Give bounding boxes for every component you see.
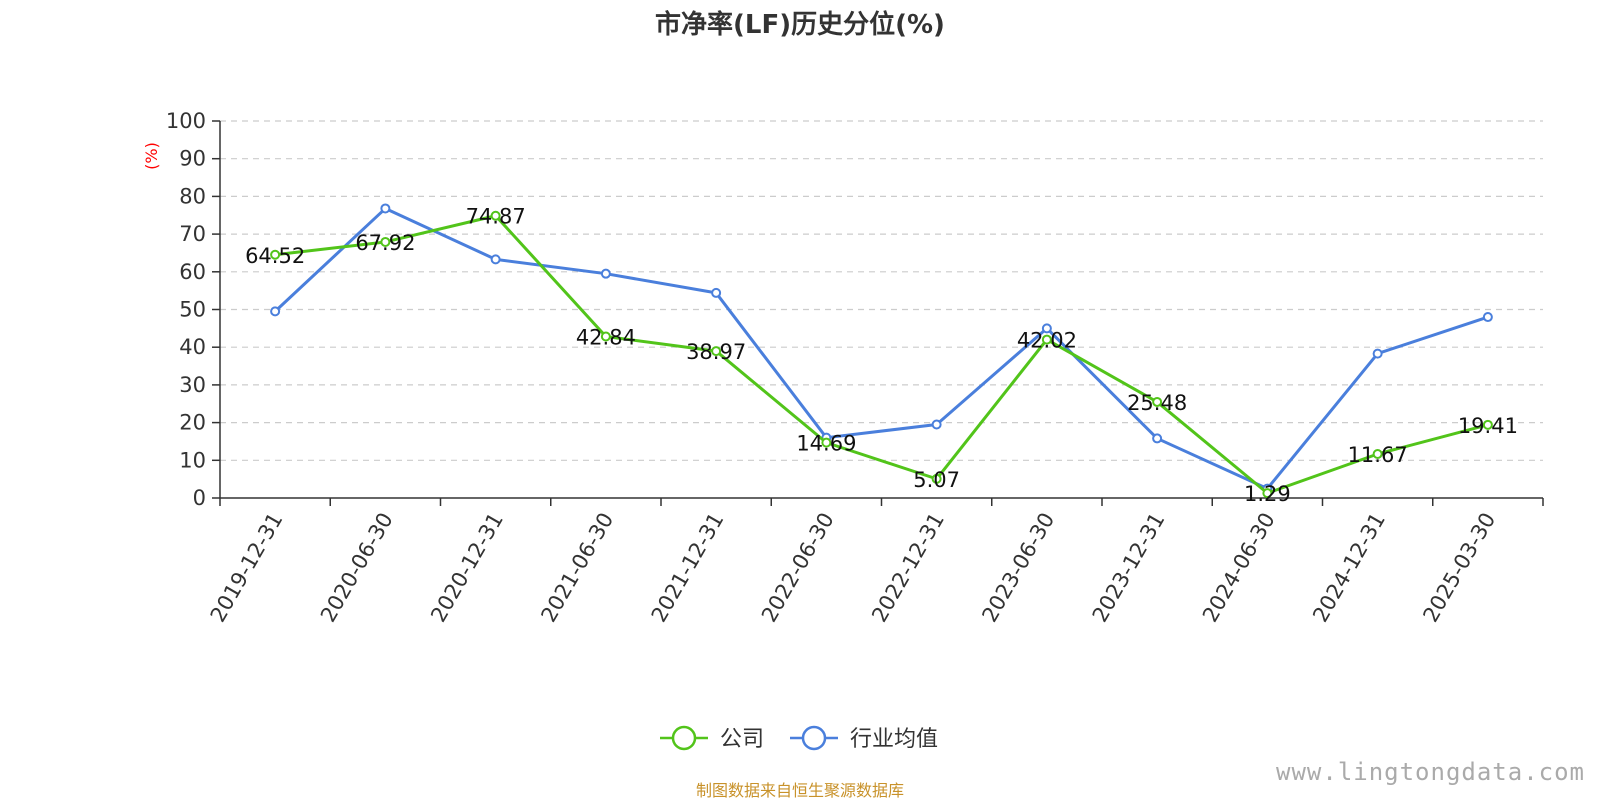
legend-industry-label: 行业均值 — [850, 727, 938, 752]
data-label: 42.02 — [1017, 329, 1077, 353]
y-tick-label: 20 — [179, 411, 206, 435]
company-point[interactable] — [711, 346, 722, 357]
industry-average-point[interactable] — [931, 419, 942, 430]
company-point[interactable] — [490, 210, 501, 221]
x-tick-label: 2019-12-31 — [206, 509, 288, 627]
company-point[interactable] — [1482, 419, 1493, 430]
data-label: 42.84 — [576, 325, 636, 349]
data-labels: 64.52 67.92 74.87 42.84 38.97 14.69 5.07 42.02 2… — [245, 205, 1518, 506]
x-tick-label: 2024-12-31 — [1308, 509, 1390, 627]
company-point[interactable] — [1262, 488, 1273, 499]
data-label: 14.69 — [796, 432, 856, 456]
y-tick-label: 80 — [179, 184, 206, 208]
legend-item-company[interactable]: 公司 — [660, 725, 764, 752]
data-label: 25.48 — [1127, 391, 1187, 415]
y-tick-label: 70 — [179, 222, 206, 246]
data-label: 74.87 — [466, 205, 526, 229]
data-label: 1.29 — [1244, 482, 1291, 506]
x-tick-label: 2021-06-30 — [536, 509, 618, 627]
industry-average-point[interactable] — [270, 306, 281, 317]
data-label: 19.41 — [1458, 414, 1518, 438]
y-tick-label: 30 — [179, 373, 206, 397]
y-axis-label: (%) — [142, 142, 161, 170]
y-tick-label: 50 — [179, 298, 206, 322]
x-tick-label: 2022-06-30 — [757, 509, 839, 627]
x-tick-label: 2022-12-31 — [867, 509, 949, 627]
industry-average-point[interactable] — [1482, 312, 1493, 323]
data-label: 11.67 — [1348, 443, 1408, 467]
x-tick-label: 2023-12-31 — [1088, 509, 1170, 627]
y-tick-label: 0 — [193, 486, 206, 510]
company-point[interactable] — [1372, 449, 1383, 460]
chart-title: 市净率(LF)历史分位(%) — [655, 9, 945, 40]
industry-average-point[interactable] — [1372, 348, 1383, 359]
x-tick-label: 2021-12-31 — [647, 509, 729, 627]
x-tick-label: 2025-03-30 — [1418, 509, 1500, 627]
company-point[interactable] — [600, 331, 611, 342]
data-label: 67.92 — [355, 231, 415, 255]
x-tick-labels: 2019-12-31 2020-06-30 2020-12-31 2021-06-30… — [206, 509, 1501, 627]
legend-industry-marker — [801, 725, 827, 751]
x-tick-label: 2020-06-30 — [316, 509, 398, 627]
industry-average-point[interactable] — [380, 203, 391, 214]
y-tick-label: 10 — [179, 448, 206, 472]
industry-average-point[interactable] — [600, 268, 611, 279]
y-tick-label: 40 — [179, 335, 206, 359]
company-point[interactable] — [1152, 396, 1163, 407]
company-point[interactable] — [931, 473, 942, 484]
data-source-note: 制图数据来自恒生聚源数据库 — [696, 781, 904, 800]
y-tick-labels: 0 10 20 30 40 50 60 70 80 90 100 — [166, 109, 206, 510]
industry-average-point[interactable] — [1152, 433, 1163, 444]
watermark: www.lingtongdata.com — [1276, 758, 1585, 786]
data-label: 5.07 — [913, 468, 960, 492]
legend-company-marker — [671, 725, 697, 751]
industry-average-line — [274, 206, 1489, 491]
industry-average-point[interactable] — [490, 254, 501, 265]
y-tick-label: 90 — [179, 147, 206, 171]
company-point[interactable] — [1041, 334, 1052, 345]
company-point[interactable] — [821, 437, 832, 448]
industry-average-point[interactable] — [1041, 323, 1052, 334]
x-tick-label: 2023-06-30 — [977, 509, 1059, 627]
data-label: 64.52 — [245, 244, 305, 268]
company-point[interactable] — [270, 249, 281, 260]
legend[interactable]: 公司 行业均值 — [660, 725, 938, 752]
y-tick-label: 60 — [179, 260, 206, 284]
data-label: 38.97 — [686, 340, 746, 364]
industry-average-point[interactable] — [711, 287, 722, 298]
company-line — [274, 214, 1489, 495]
company-point[interactable] — [380, 236, 391, 247]
x-tick-label: 2020-12-31 — [426, 509, 508, 627]
series-group — [270, 203, 1493, 499]
x-tick-label: 2024-06-30 — [1198, 509, 1280, 627]
grid-lines — [220, 120, 1543, 461]
y-tick-label: 100 — [166, 109, 206, 133]
legend-company-label: 公司 — [720, 727, 764, 752]
axes — [212, 120, 1544, 506]
legend-item-industry-average[interactable]: 行业均值 — [790, 725, 938, 752]
